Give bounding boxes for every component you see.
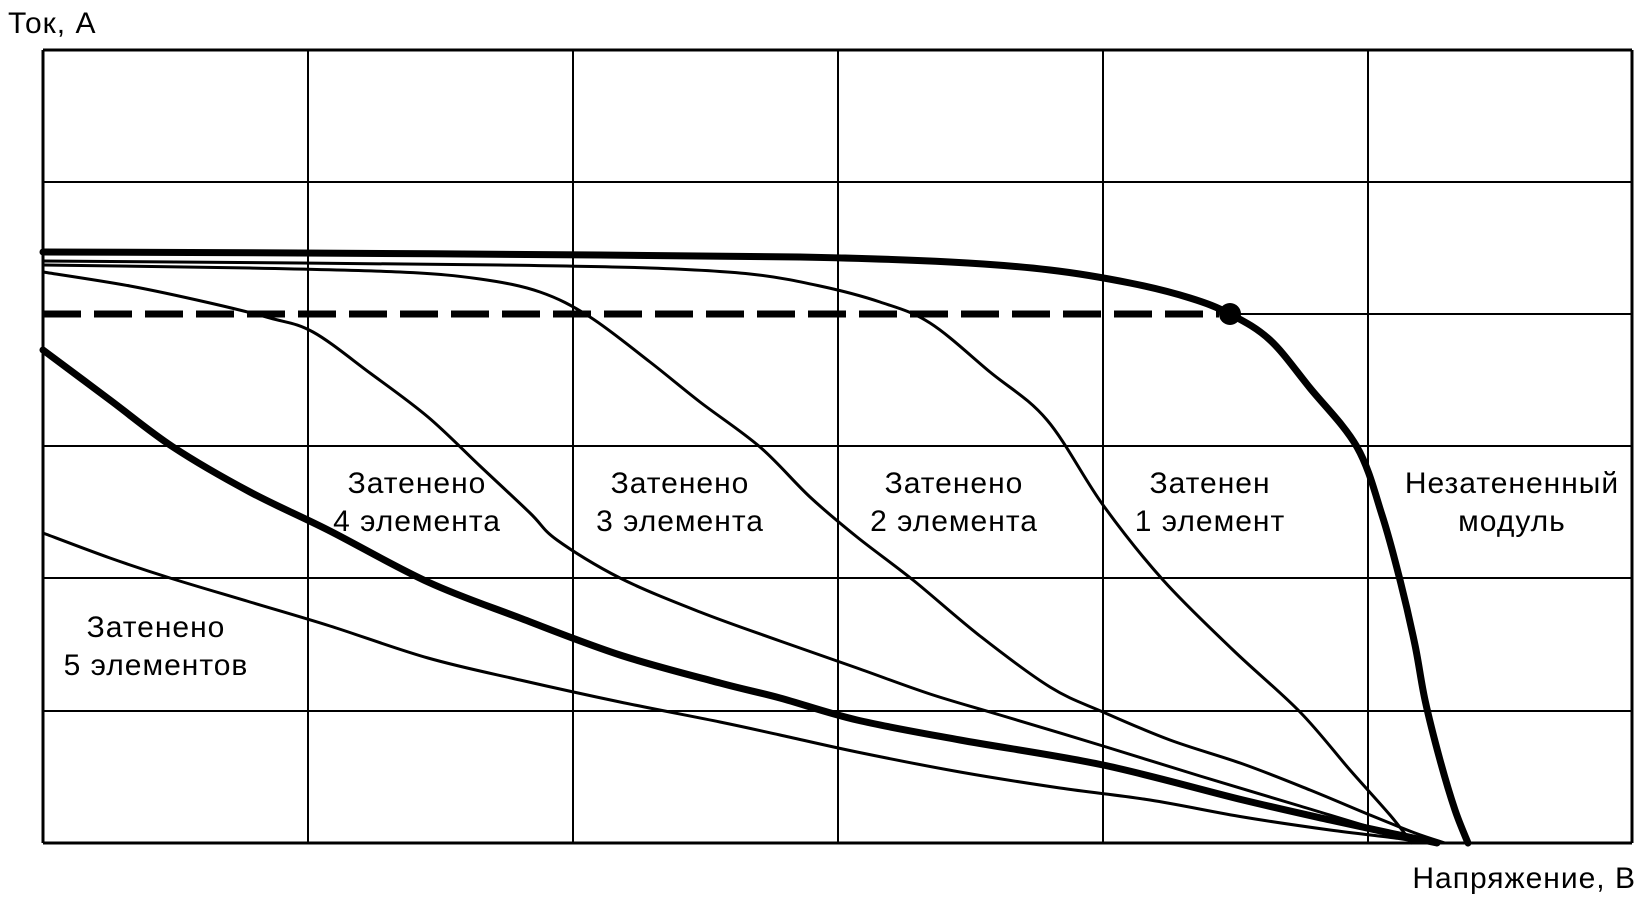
iv-curves — [39, 248, 1472, 847]
label-shaded-4: Затенено 4 элемента — [333, 467, 501, 538]
curve-shaded-4 — [39, 346, 1441, 847]
curve-shaded-3 — [41, 270, 1434, 845]
x-axis-title: Напряжение, В — [1412, 862, 1636, 895]
label-shaded-2: Затенено 2 элемента — [870, 467, 1038, 538]
curve-shaded-5 — [41, 531, 1427, 845]
plot-grid — [41, 48, 1634, 845]
curve-labels: Затенено 5 элементов Затенено 4 элемента Зат… — [64, 467, 1619, 682]
label-shaded-3: Затенено 3 элемента — [596, 467, 764, 538]
curve-unshaded — [39, 248, 1472, 847]
label-shaded-5: Затенено 5 элементов — [64, 611, 249, 682]
curve-shaded-2 — [41, 263, 1447, 845]
label-shaded-1: Затенен 1 элемент — [1135, 467, 1285, 538]
curve-shaded-1 — [41, 259, 1414, 845]
label-unshaded: Незатененный модуль — [1405, 467, 1619, 538]
y-axis-title: Ток, А — [8, 7, 96, 40]
